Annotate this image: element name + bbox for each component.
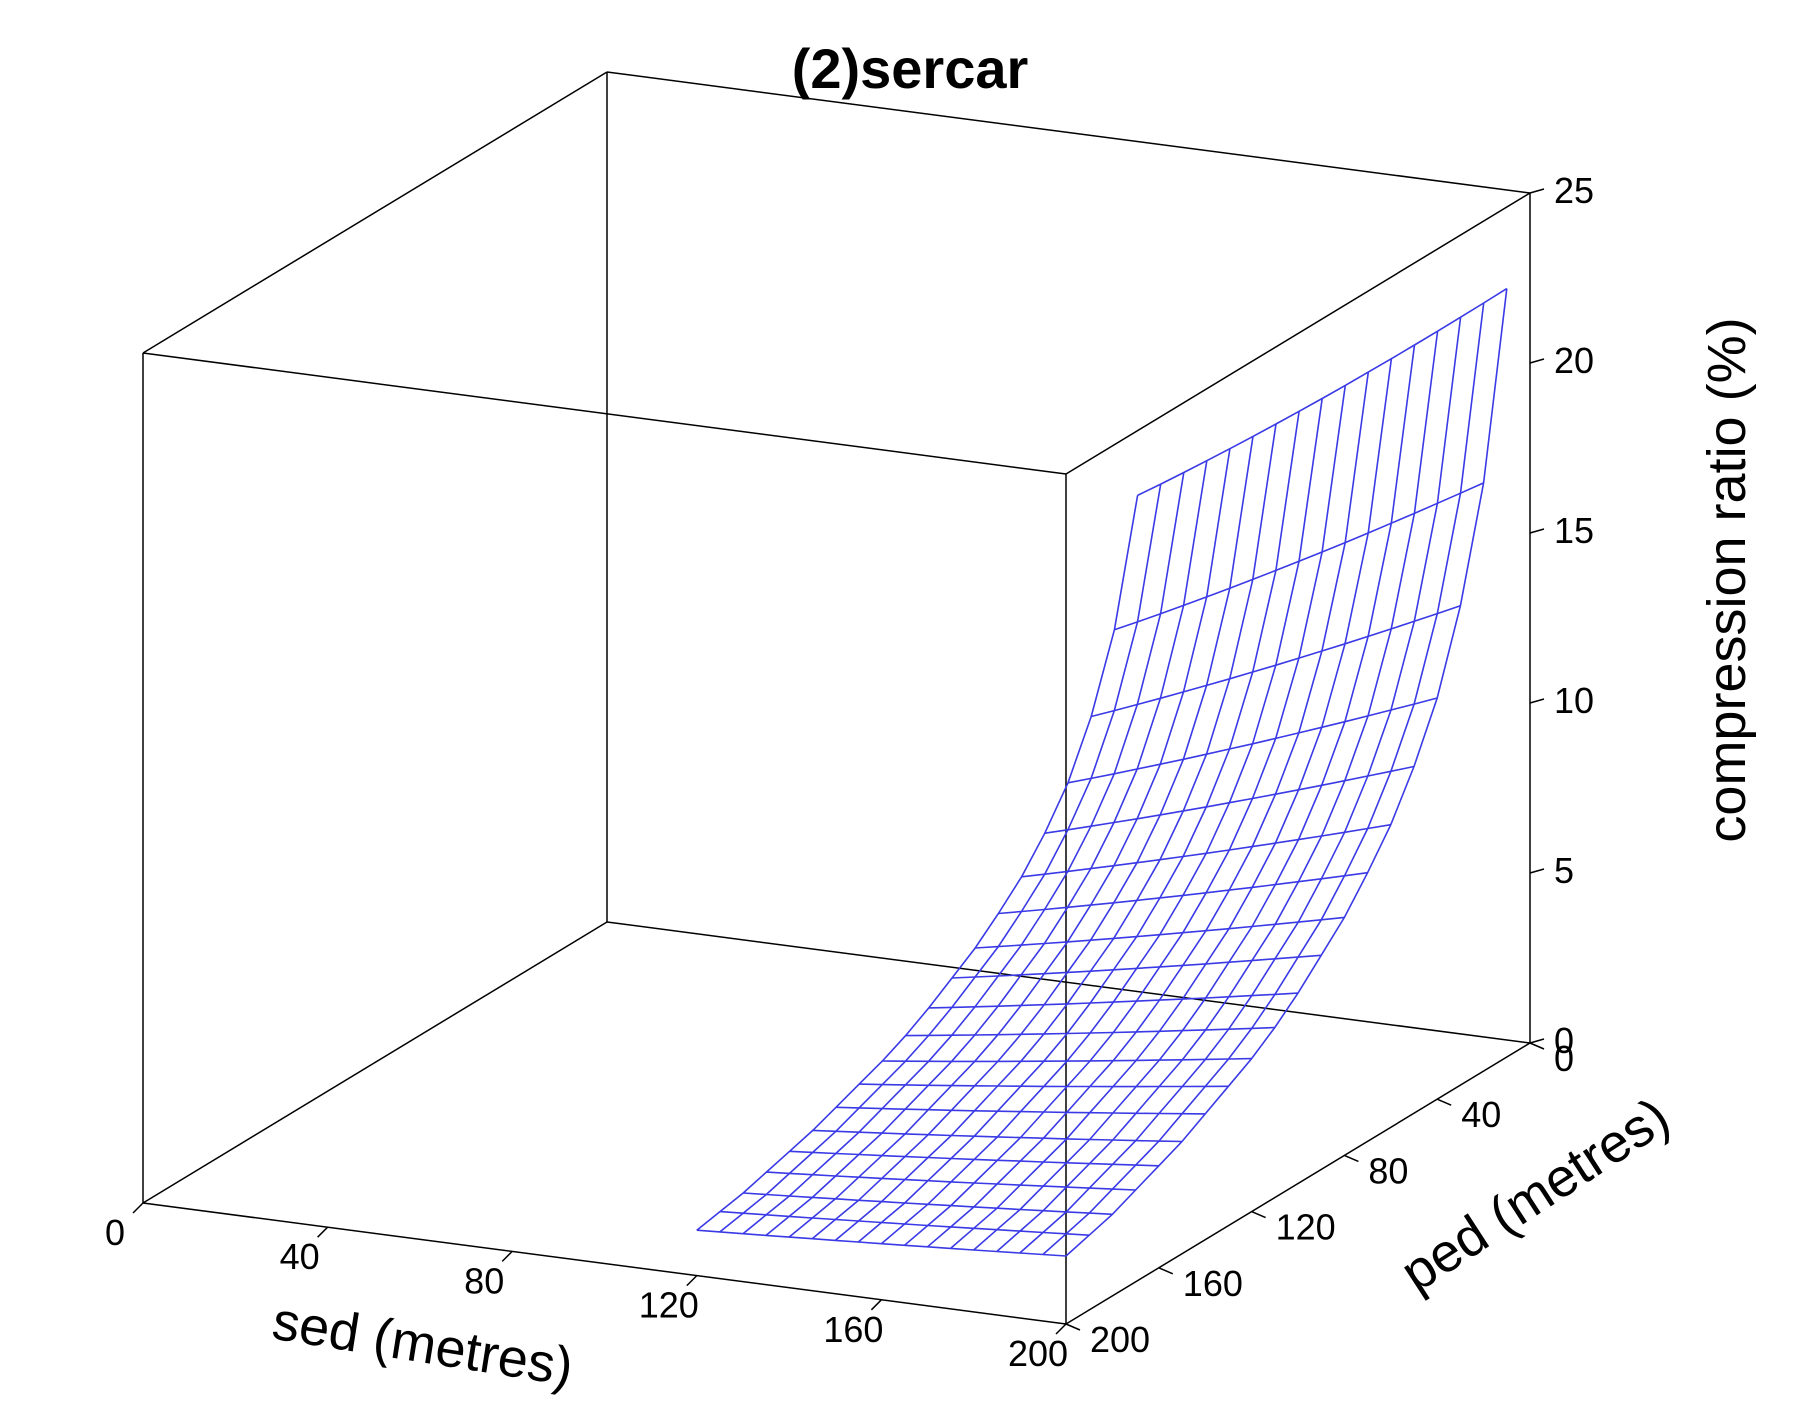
mesh-curve-constant-sed — [765, 460, 1208, 1237]
mesh-curve-constant-sed — [926, 371, 1370, 1248]
x-tick-mark — [870, 1299, 882, 1311]
x-tick-mark — [132, 1202, 144, 1214]
z-tick-label: 10 — [1554, 680, 1594, 721]
mesh-curve-constant-sed — [880, 398, 1323, 1245]
mesh-curve-constant-sed — [834, 423, 1277, 1242]
x-tick-label: 80 — [464, 1260, 504, 1301]
mesh-curve-constant-ped — [835, 1106, 1206, 1115]
y-tick-label: 120 — [1276, 1207, 1336, 1248]
y-axis-label: ped (metres) — [1390, 1086, 1679, 1303]
mesh-curve-constant-sed — [973, 344, 1416, 1251]
mesh-curve-constant-ped — [859, 1083, 1229, 1088]
box-edge — [142, 1202, 1067, 1325]
z-tick-mark — [1529, 358, 1545, 364]
y-tick-mark — [1344, 1154, 1359, 1163]
mesh-curve-constant-sed — [811, 436, 1254, 1240]
y-tick-label: 160 — [1183, 1263, 1243, 1304]
mesh-curve-constant-ped — [789, 1150, 1159, 1167]
mesh-curve-constant-sed — [742, 472, 1185, 1235]
mesh-curve-constant-sed — [696, 495, 1139, 1231]
mesh-curve-constant-ped — [882, 1057, 1252, 1063]
chart-title: (2)sercar — [792, 37, 1029, 100]
z-tick-label: 5 — [1554, 850, 1574, 891]
mesh-curve-constant-ped — [951, 954, 1322, 979]
mesh-curve-constant-ped — [1137, 287, 1508, 497]
mesh-curve-constant-ped — [812, 1129, 1183, 1143]
mesh-curve-constant-sed — [1042, 302, 1485, 1256]
axis-ticks: 0 40 80 120 160 200 0 40 80 120 160 200 0 5 10 15 20 25 — [105, 170, 1594, 1374]
mesh-curve-constant-ped — [928, 992, 1299, 1009]
box-edge — [142, 921, 608, 1204]
mesh-curve-constant-ped — [743, 1192, 1113, 1216]
mesh-curve-constant-sed — [1019, 317, 1462, 1254]
axes-box — [142, 71, 1531, 1325]
y-tick-mark — [1158, 1267, 1174, 1275]
box-edge — [142, 352, 1067, 475]
y-tick-label: 0 — [1554, 1038, 1574, 1079]
mesh-curve-constant-ped — [998, 871, 1368, 915]
box-edge — [606, 921, 1531, 1044]
mesh-curve-constant-sed — [1065, 288, 1508, 1257]
x-axis-label: sed (metres) — [268, 1291, 577, 1398]
mesh-curve-constant-ped — [766, 1171, 1136, 1191]
box-edge — [1065, 1042, 1531, 1325]
y-tick-mark — [1251, 1210, 1266, 1219]
y-tick-mark — [1529, 1042, 1545, 1050]
y-tick-mark — [1436, 1098, 1452, 1106]
z-tick-mark — [1529, 1038, 1545, 1044]
z-axis-label: compression ratio (%) — [1697, 317, 1757, 842]
x-tick-label: 0 — [105, 1212, 125, 1253]
box-edge — [606, 71, 1531, 194]
mesh-curve-constant-ped — [1114, 482, 1484, 631]
z-tick-label: 20 — [1554, 340, 1594, 381]
box-edge — [142, 71, 608, 354]
y-tick-label: 200 — [1090, 1319, 1150, 1360]
mesh-curve-constant-sed — [903, 385, 1347, 1246]
x-tick-mark — [1055, 1323, 1067, 1335]
mesh-curve-constant-ped — [696, 1229, 1067, 1257]
mesh-curve-constant-ped — [975, 916, 1345, 949]
x-tick-mark — [501, 1250, 513, 1262]
box-edge — [1065, 192, 1531, 475]
mesh-curve-constant-ped — [1021, 823, 1391, 878]
mesh-curve-constant-sed — [996, 331, 1439, 1253]
mesh-curve-constant-sed — [719, 483, 1162, 1233]
surface-mesh — [696, 287, 1508, 1257]
y-tick-mark — [1065, 1323, 1081, 1331]
z-tick-mark — [1529, 698, 1545, 704]
x-tick-label: 40 — [280, 1236, 320, 1277]
x-tick-label: 120 — [639, 1285, 699, 1326]
y-tick-label: 80 — [1368, 1150, 1408, 1191]
x-tick-label: 200 — [1008, 1333, 1068, 1374]
x-tick-label: 160 — [823, 1309, 883, 1350]
z-tick-label: 15 — [1554, 510, 1594, 551]
z-tick-mark — [1529, 188, 1545, 194]
mesh-curve-constant-ped — [905, 1026, 1275, 1037]
mesh-curve-constant-sed — [788, 448, 1231, 1238]
x-tick-mark — [317, 1226, 329, 1238]
z-tick-mark — [1529, 868, 1545, 874]
mesh-curve-constant-ped — [1067, 697, 1438, 784]
x-tick-mark — [686, 1275, 698, 1287]
z-tick-label: 0 — [1554, 1020, 1574, 1061]
mesh-curve-constant-ped — [719, 1210, 1090, 1236]
y-tick-label: 40 — [1461, 1094, 1501, 1135]
mesh-curve-constant-ped — [1044, 765, 1415, 834]
mesh-curve-constant-ped — [1091, 605, 1461, 718]
mesh-curve-constant-sed — [857, 411, 1300, 1243]
z-tick-label: 25 — [1554, 170, 1594, 211]
z-tick-mark — [1529, 528, 1545, 534]
mesh-curve-constant-sed — [950, 358, 1393, 1250]
